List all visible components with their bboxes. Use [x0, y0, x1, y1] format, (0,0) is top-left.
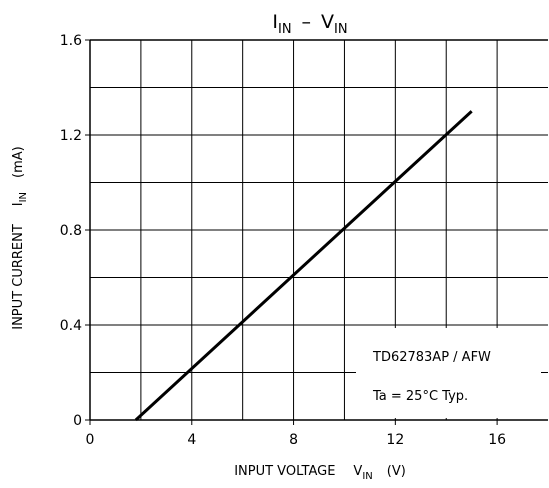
y-tick-label: 1.2 [60, 128, 82, 144]
data-series [134, 110, 473, 422]
y-tick-label: 0.4 [60, 318, 82, 334]
condition-label: Ta = 25°C Typ. [372, 389, 468, 404]
x-tick-label: 16 [488, 432, 506, 448]
y-tick-label: 1.6 [60, 33, 82, 49]
series-line [134, 110, 473, 422]
x-axis-symbol-subscript: IN [362, 471, 372, 482]
x-axis-label: INPUT VOLTAGE VIN (V) [234, 464, 406, 482]
y-axis-label-text: INPUT CURRENT [11, 224, 26, 330]
x-tick-label: 12 [386, 432, 404, 448]
title-current-subscript: IN [278, 22, 292, 37]
x-tick-label: 4 [187, 432, 196, 448]
title-separator: – [302, 11, 312, 33]
x-axis-unit: (V) [387, 464, 406, 479]
title-current-symbol: I [272, 11, 278, 33]
y-axis-unit: (mA) [11, 146, 26, 178]
x-axis-label-text: INPUT VOLTAGE [234, 464, 335, 479]
x-tick-labels: 0 4 8 12 16 [86, 432, 507, 448]
y-axis-symbol-subscript: IN [18, 192, 29, 202]
y-tick-label: 0 [73, 413, 82, 429]
title-voltage-symbol: V [321, 11, 334, 33]
tick-marks [85, 39, 498, 425]
chart-title: IIN – VIN [272, 11, 347, 37]
grid [90, 40, 548, 420]
x-tick-label: 8 [289, 432, 298, 448]
annotation-box [356, 328, 541, 418]
y-axis-label: INPUT CURRENT IIN (mA) [11, 146, 29, 330]
x-tick-label: 0 [86, 432, 95, 448]
y-tick-labels: 0 0.4 0.8 1.2 1.6 [60, 33, 82, 429]
device-label: TD62783AP / AFW [372, 350, 491, 365]
x-axis-symbol: V [353, 464, 362, 479]
title-voltage-subscript: IN [334, 22, 348, 37]
y-axis-symbol: I [11, 202, 26, 206]
y-tick-label: 0.8 [60, 223, 82, 239]
